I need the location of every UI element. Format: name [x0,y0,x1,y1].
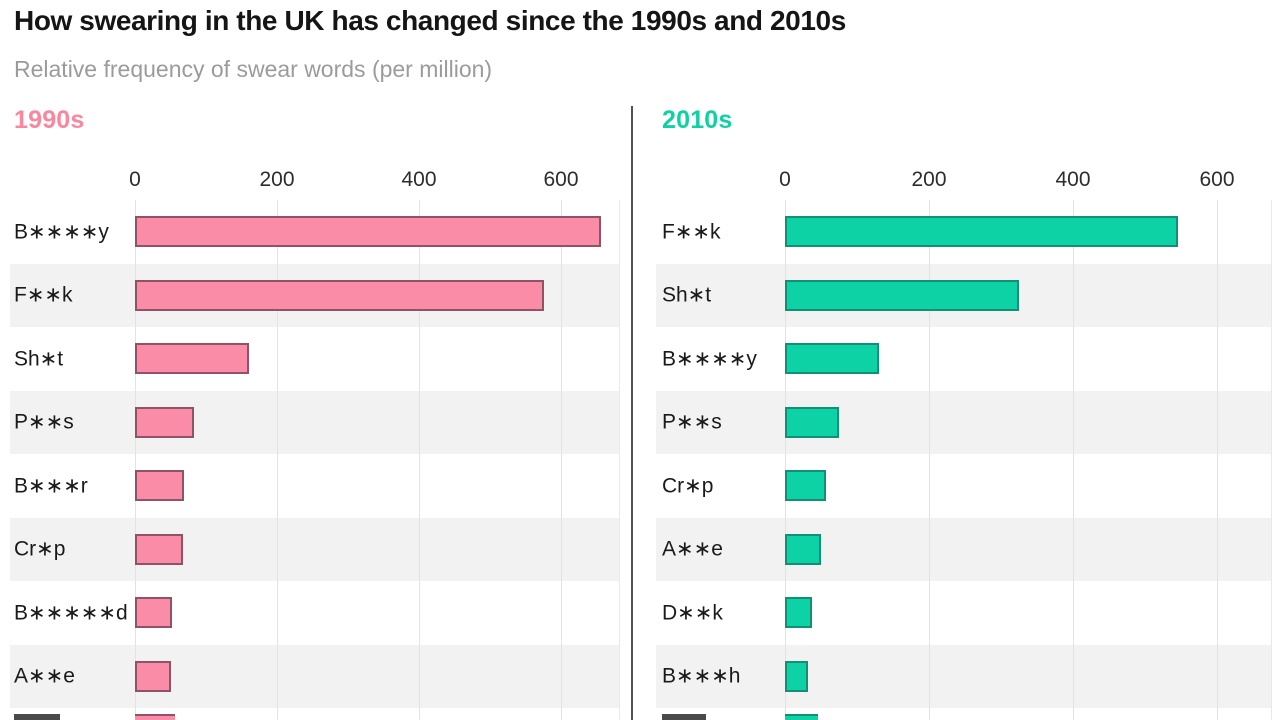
bar [135,470,184,501]
bar-row: P∗∗s [0,390,631,454]
chart-subtitle: Relative frequency of swear words (per m… [14,56,493,82]
bar-row: B∗∗∗∗y [646,327,1280,391]
bar [135,597,172,628]
panel-1990s: 1990s 0 200 400 600 B∗∗∗∗y F∗∗k Sh∗t P∗∗s B∗∗∗r C… [0,100,631,720]
category-label: P∗∗s [662,410,722,434]
category-label: B∗∗∗∗∗d [14,601,128,625]
axis-tick-label: 200 [259,168,295,191]
bar [785,406,840,438]
panel-header-2010s: 2010s [662,106,733,134]
category-label: F∗∗k [662,220,721,244]
axis-tick-label: 0 [129,168,141,191]
bar-row: F∗∗k [646,200,1280,264]
category-label: P∗∗s [14,410,74,434]
category-label: B∗∗∗h [662,664,741,688]
row-band [10,644,620,708]
category-label: D∗∗k [662,601,723,625]
bar-row: Sh∗t [646,263,1280,327]
bar-row: B∗∗∗∗y [0,200,631,264]
category-label: Cr∗p [14,537,66,561]
bar-row: D∗∗k [646,581,1280,645]
bar-row: B∗∗∗h [646,644,1280,708]
clipped-next-row [0,708,631,720]
axis-tick-label: 600 [543,168,579,191]
category-label: Sh∗t [662,283,712,307]
bar-row: B∗∗∗r [0,454,631,518]
row-band [656,517,1272,581]
chart-title: How swearing in the UK has changed since… [14,5,846,36]
bar [785,660,808,692]
bar-row: F∗∗k [0,263,631,327]
axis-tick-label: 400 [1055,168,1091,191]
bar [135,216,601,247]
category-label: B∗∗∗r [14,474,88,498]
gridline [135,200,136,720]
row-band [656,390,1272,454]
bar-row: Cr∗p [646,454,1280,518]
clipped-bar-top [135,714,175,720]
gridline [561,200,562,720]
clipped-next-row [646,708,1280,720]
axis-tick-label: 600 [1199,168,1235,191]
axis-tick-label: 200 [911,168,947,191]
bar [135,533,184,565]
bar [135,406,195,438]
panel-edge-gridline [1271,200,1272,720]
bar [785,279,1020,311]
gridline [1217,200,1218,720]
bar-row: Sh∗t [0,327,631,391]
panel-header-1990s: 1990s [14,106,85,134]
panel-edge-gridline [619,200,620,720]
row-band [656,644,1272,708]
bar [135,279,544,311]
bar [785,470,827,501]
bar [785,216,1178,247]
clipped-bar-top [785,714,818,720]
bar [785,343,879,374]
bar-row: A∗∗e [646,517,1280,581]
bar-row: P∗∗s [646,390,1280,454]
clipped-label-top [14,714,60,720]
bar [785,597,813,628]
gridline [1073,200,1074,720]
row-band [10,390,620,454]
clipped-label-top [662,714,706,720]
bar-row: Cr∗p [0,517,631,581]
gridline [929,200,930,720]
row-band [10,517,620,581]
panel-2010s: 2010s 0 200 400 600 F∗∗k Sh∗t B∗∗∗∗y P∗∗s Cr∗p A∗… [646,100,1280,720]
category-label: Sh∗t [14,347,64,371]
bar-row: A∗∗e [0,644,631,708]
category-label: F∗∗k [14,283,73,307]
category-label: A∗∗e [14,664,75,688]
axis-tick-label: 0 [779,168,791,191]
bar [785,533,822,565]
gridline [785,200,786,720]
category-label: A∗∗e [662,537,723,561]
bar [135,343,250,374]
category-label: B∗∗∗∗y [14,220,109,244]
gridline [277,200,278,720]
panel-divider-line [631,106,633,720]
category-label: B∗∗∗∗y [662,347,757,371]
bar [135,660,171,692]
axis-tick-label: 400 [401,168,437,191]
bar-row: B∗∗∗∗∗d [0,581,631,645]
gridline [419,200,420,720]
category-label: Cr∗p [662,474,714,498]
